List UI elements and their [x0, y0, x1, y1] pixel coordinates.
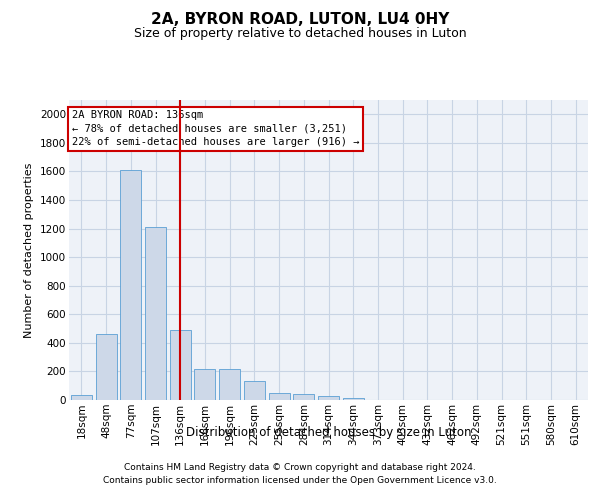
Bar — [120, 170, 141, 400]
Bar — [244, 382, 265, 400]
Text: 2A BYRON ROAD: 136sqm
← 78% of detached houses are smaller (3,251)
22% of semi-d: 2A BYRON ROAD: 136sqm ← 78% of detached … — [71, 110, 359, 147]
Text: Contains HM Land Registry data © Crown copyright and database right 2024.: Contains HM Land Registry data © Crown c… — [124, 464, 476, 472]
Text: 2A, BYRON ROAD, LUTON, LU4 0HY: 2A, BYRON ROAD, LUTON, LU4 0HY — [151, 12, 449, 28]
Bar — [219, 370, 240, 400]
Bar — [318, 396, 339, 400]
Bar — [71, 395, 92, 400]
Y-axis label: Number of detached properties: Number of detached properties — [25, 162, 34, 338]
Text: Contains public sector information licensed under the Open Government Licence v3: Contains public sector information licen… — [103, 476, 497, 485]
Bar — [269, 393, 290, 400]
Bar — [194, 370, 215, 400]
Bar — [145, 227, 166, 400]
Bar — [293, 394, 314, 400]
Bar — [95, 334, 116, 400]
Bar — [170, 330, 191, 400]
Text: Distribution of detached houses by size in Luton: Distribution of detached houses by size … — [186, 426, 472, 439]
Text: Size of property relative to detached houses in Luton: Size of property relative to detached ho… — [134, 28, 466, 40]
Bar — [343, 398, 364, 400]
